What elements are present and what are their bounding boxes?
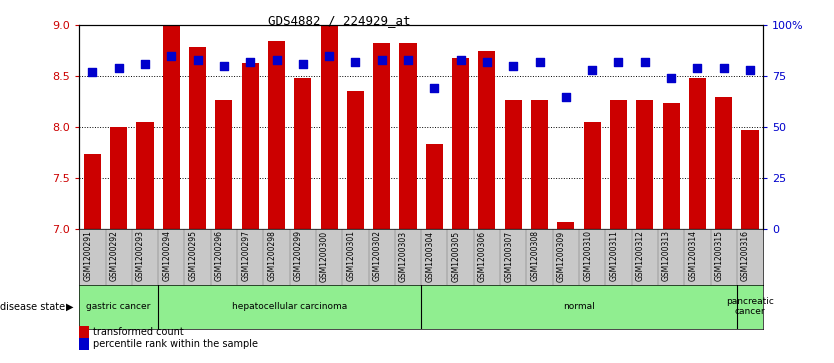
Text: GSM1200299: GSM1200299 bbox=[294, 231, 303, 281]
Point bbox=[691, 65, 704, 71]
Text: GSM1200310: GSM1200310 bbox=[583, 231, 592, 281]
Bar bbox=[715, 97, 732, 229]
Bar bbox=[189, 47, 206, 229]
Point bbox=[86, 69, 99, 75]
Bar bbox=[479, 51, 495, 229]
Text: GSM1200305: GSM1200305 bbox=[452, 231, 460, 281]
Point bbox=[533, 59, 546, 65]
Point bbox=[191, 57, 204, 63]
Text: GSM1200315: GSM1200315 bbox=[715, 231, 724, 281]
Text: GSM1200302: GSM1200302 bbox=[373, 231, 382, 281]
Point bbox=[612, 59, 626, 65]
Point bbox=[506, 63, 520, 69]
Point bbox=[217, 63, 230, 69]
Bar bbox=[689, 78, 706, 229]
Point bbox=[112, 65, 125, 71]
Point bbox=[638, 59, 651, 65]
Text: pancreatic
cancer: pancreatic cancer bbox=[726, 297, 774, 317]
Point bbox=[428, 86, 441, 91]
Bar bbox=[741, 130, 758, 229]
Text: GSM1200304: GSM1200304 bbox=[425, 231, 435, 281]
Point bbox=[164, 53, 178, 59]
Bar bbox=[294, 78, 311, 229]
Bar bbox=[347, 91, 364, 229]
Point bbox=[401, 57, 414, 63]
Bar bbox=[163, 26, 180, 229]
Point bbox=[585, 67, 599, 73]
Bar bbox=[426, 144, 443, 229]
Text: GSM1200313: GSM1200313 bbox=[662, 231, 671, 281]
Text: GSM1200314: GSM1200314 bbox=[688, 231, 697, 281]
Point bbox=[244, 59, 257, 65]
Point bbox=[296, 61, 309, 67]
Text: transformed count: transformed count bbox=[93, 327, 183, 337]
Text: hepatocellular carcinoma: hepatocellular carcinoma bbox=[232, 302, 347, 311]
Bar bbox=[399, 43, 416, 229]
Text: GSM1200292: GSM1200292 bbox=[110, 231, 118, 281]
Text: GSM1200291: GSM1200291 bbox=[83, 231, 93, 281]
Point bbox=[559, 94, 572, 99]
Bar bbox=[557, 221, 575, 229]
Text: normal: normal bbox=[563, 302, 595, 311]
Bar bbox=[137, 122, 153, 229]
Text: GSM1200300: GSM1200300 bbox=[320, 231, 329, 281]
Text: GSM1200298: GSM1200298 bbox=[268, 231, 277, 281]
Text: GSM1200306: GSM1200306 bbox=[478, 231, 487, 281]
Bar bbox=[452, 58, 470, 229]
Point bbox=[375, 57, 389, 63]
Bar bbox=[242, 63, 259, 229]
Text: GSM1200311: GSM1200311 bbox=[610, 231, 619, 281]
Bar bbox=[505, 99, 522, 229]
Point bbox=[349, 59, 362, 65]
Text: ▶: ▶ bbox=[66, 302, 73, 312]
Bar bbox=[320, 25, 338, 229]
Text: gastric cancer: gastric cancer bbox=[87, 302, 151, 311]
Point bbox=[717, 65, 731, 71]
Text: GSM1200307: GSM1200307 bbox=[505, 231, 513, 281]
Bar bbox=[610, 99, 627, 229]
Text: GSM1200293: GSM1200293 bbox=[136, 231, 145, 281]
Bar bbox=[84, 155, 101, 229]
Text: GSM1200301: GSM1200301 bbox=[346, 231, 355, 281]
Point bbox=[480, 59, 494, 65]
Text: GSM1200294: GSM1200294 bbox=[163, 231, 171, 281]
Text: GSM1200295: GSM1200295 bbox=[188, 231, 198, 281]
Point bbox=[138, 61, 152, 67]
Bar bbox=[584, 122, 600, 229]
Bar bbox=[636, 99, 653, 229]
Text: GSM1200296: GSM1200296 bbox=[215, 231, 224, 281]
Bar bbox=[110, 127, 128, 229]
Point bbox=[743, 67, 756, 73]
Text: GSM1200297: GSM1200297 bbox=[241, 231, 250, 281]
Text: percentile rank within the sample: percentile rank within the sample bbox=[93, 339, 258, 349]
Text: GSM1200303: GSM1200303 bbox=[399, 231, 408, 281]
Bar bbox=[531, 99, 548, 229]
Text: GSM1200308: GSM1200308 bbox=[530, 231, 540, 281]
Text: GSM1200309: GSM1200309 bbox=[557, 231, 565, 281]
Text: GSM1200316: GSM1200316 bbox=[741, 231, 750, 281]
Text: GSM1200312: GSM1200312 bbox=[636, 231, 645, 281]
Text: GDS4882 / 224929_at: GDS4882 / 224929_at bbox=[268, 15, 410, 28]
Point bbox=[323, 53, 336, 59]
Bar bbox=[268, 41, 285, 229]
Text: disease state: disease state bbox=[0, 302, 65, 312]
Bar bbox=[215, 99, 233, 229]
Point bbox=[454, 57, 467, 63]
Point bbox=[270, 57, 284, 63]
Bar bbox=[373, 43, 390, 229]
Bar bbox=[662, 103, 680, 229]
Point bbox=[665, 76, 678, 81]
